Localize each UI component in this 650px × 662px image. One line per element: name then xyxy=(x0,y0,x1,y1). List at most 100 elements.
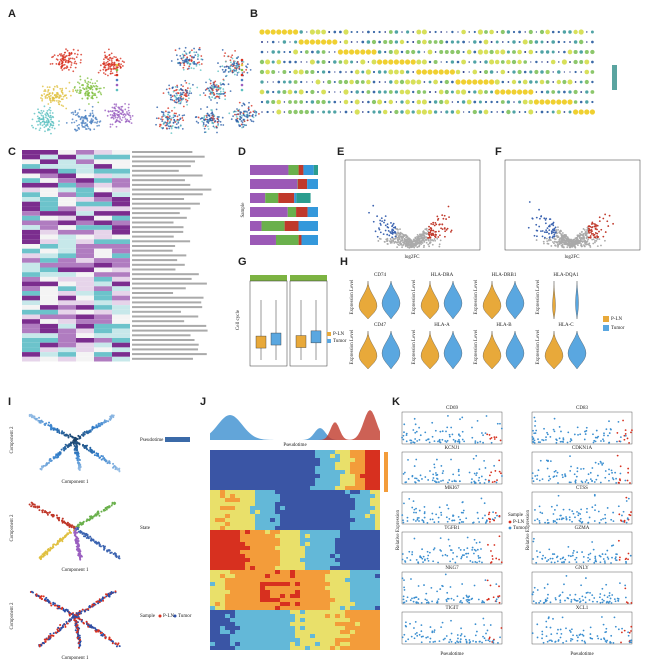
heat-cell xyxy=(265,458,270,462)
dot xyxy=(517,69,522,75)
cell-dot xyxy=(190,67,193,69)
heat-cell xyxy=(230,498,235,502)
cell-dot xyxy=(174,49,177,52)
heat-cell xyxy=(310,474,315,478)
cell-dot xyxy=(186,58,189,61)
heat-cell xyxy=(310,494,315,498)
cell-dot xyxy=(173,106,176,109)
gene-dot xyxy=(394,226,397,229)
cell-dot xyxy=(83,446,86,449)
gene-dot xyxy=(408,246,411,249)
cell-dot xyxy=(210,84,213,87)
cell-dot xyxy=(114,502,117,505)
dot xyxy=(417,50,421,54)
cell-dot xyxy=(70,526,73,529)
cell-dot xyxy=(53,127,56,130)
dot xyxy=(573,40,578,44)
heat-cell xyxy=(335,486,340,490)
heat-cell xyxy=(112,295,130,301)
cell-dot xyxy=(175,123,178,126)
heat-cell xyxy=(112,239,130,244)
dot xyxy=(522,79,528,85)
gene-dot xyxy=(425,228,428,231)
gene-dot xyxy=(594,239,596,242)
gene-dot xyxy=(528,201,531,203)
cell-dot xyxy=(120,63,122,66)
heat-cell xyxy=(210,494,215,498)
dot xyxy=(573,109,579,115)
cell-dot xyxy=(243,103,246,106)
cell-dot xyxy=(229,90,232,93)
heat-cell xyxy=(40,286,58,291)
gene-dot xyxy=(588,242,591,245)
dot xyxy=(259,29,265,35)
gene-dot xyxy=(544,222,547,225)
stack-seg xyxy=(250,221,262,231)
heat-cell xyxy=(22,352,40,357)
heat-cell xyxy=(270,494,275,498)
panel-letter: K xyxy=(392,396,400,408)
dot xyxy=(339,111,342,113)
dot xyxy=(468,61,470,63)
cell-dot xyxy=(99,69,102,72)
heat-cell xyxy=(94,182,112,188)
heat-cell xyxy=(76,276,94,282)
gene-dot xyxy=(580,242,582,245)
gene-dot xyxy=(587,238,589,241)
cell-dot xyxy=(44,510,47,513)
cell-dot xyxy=(97,91,100,94)
heat-cell xyxy=(285,466,290,470)
legend-dot xyxy=(240,63,244,67)
dot xyxy=(365,69,371,75)
cell-dot xyxy=(68,614,71,617)
heat-cell xyxy=(112,262,130,268)
heat-cell xyxy=(300,474,305,478)
gene-dot xyxy=(555,241,558,244)
cell-dot xyxy=(162,113,165,116)
gene-dot xyxy=(436,237,439,240)
cell-dot xyxy=(108,63,111,66)
heat-cell xyxy=(22,187,40,193)
cell-dot xyxy=(90,121,92,124)
dot xyxy=(529,80,533,84)
heat-cell xyxy=(22,262,40,268)
legend-dot xyxy=(240,73,244,77)
heat-cell xyxy=(245,494,250,498)
heat-cell xyxy=(112,314,130,320)
heat-cell xyxy=(58,220,76,226)
heat-cell xyxy=(22,197,40,202)
heat-cell xyxy=(112,356,130,362)
heat-cell xyxy=(240,478,245,482)
gene-dot xyxy=(423,232,425,235)
cell-dot xyxy=(96,80,98,82)
stack-seg xyxy=(265,193,279,203)
heat-cell xyxy=(275,454,280,458)
cell-dot xyxy=(163,121,165,124)
cell-dot xyxy=(64,66,66,69)
row-label-placeholder xyxy=(132,254,187,257)
cell-dot xyxy=(108,595,111,598)
heat-cell xyxy=(112,197,130,202)
heat-cell xyxy=(58,192,76,197)
cell-dot xyxy=(65,122,68,124)
dot xyxy=(445,60,448,64)
row-label-placeholder xyxy=(132,301,202,304)
heat-cell xyxy=(112,201,130,207)
cell-dot xyxy=(52,632,55,635)
legend-label: P-LN xyxy=(611,317,623,322)
heat-cell xyxy=(315,458,320,462)
legend-key xyxy=(603,325,609,331)
dot xyxy=(551,50,555,54)
heat-cell xyxy=(325,450,330,454)
gene-dot xyxy=(594,232,597,234)
heat-cell xyxy=(310,458,315,462)
dot xyxy=(456,60,460,64)
axis-label: Expression Level xyxy=(474,279,479,314)
heat-cell xyxy=(350,470,355,474)
cell-dot xyxy=(200,63,203,65)
cell-dot xyxy=(197,116,200,119)
heat-cell xyxy=(112,182,130,188)
dot xyxy=(271,99,276,105)
gene-dot xyxy=(431,243,434,246)
cell-dot xyxy=(63,610,66,613)
